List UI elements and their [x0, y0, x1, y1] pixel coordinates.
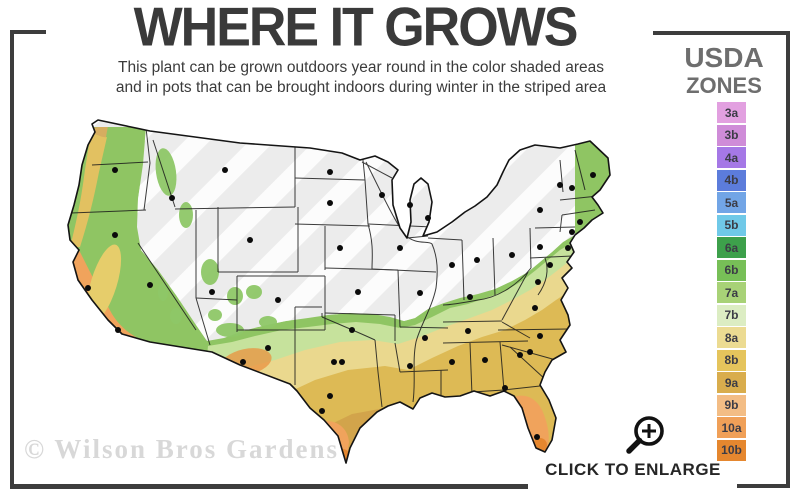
- usda-zone-map[interactable]: [55, 103, 675, 478]
- city-dots: [85, 167, 596, 440]
- zone-swatch-8b: 8b: [717, 349, 746, 371]
- frame-left: [10, 30, 14, 488]
- frame-bottom-left: [10, 484, 528, 489]
- zone-swatch-5b: 5b: [717, 214, 746, 236]
- watermark: © Wilson Bros Gardens: [24, 434, 339, 464]
- zone-swatch-6b: 6b: [717, 259, 746, 281]
- legend-title-zones: ZONES: [686, 73, 762, 98]
- subtitle-line-2: and in pots that can be brought indoors …: [115, 79, 607, 96]
- zone-swatch-3b: 3b: [717, 124, 746, 146]
- state-borders: [70, 127, 599, 408]
- zone-swatch-9b: 9b: [717, 394, 746, 416]
- legend-title: USDA ZONES: [676, 44, 772, 97]
- click-to-enlarge-label[interactable]: CLICK TO ENLARGE: [545, 460, 721, 479]
- subtitle: This plant can be grown outdoors year ro…: [55, 58, 667, 98]
- zone-list: 3a 3b 4a 4b 5a 5b 6a 6b 7a 7b 8a 8b 9a 9b 10a 10b: [717, 102, 746, 462]
- zone-swatch-9a: 9a: [717, 372, 746, 393]
- zone-swatch-7a: 7a: [717, 282, 746, 303]
- zone-swatch-6a: 6a: [717, 237, 746, 258]
- zone-swatch-5a: 5a: [717, 192, 746, 213]
- us-outline: [67, 119, 611, 464]
- us-map-svg: [67, 119, 611, 464]
- frame-right: [786, 31, 790, 488]
- page-title: WHERE IT GROWS: [133, 0, 579, 58]
- subtitle-line-1: This plant can be grown outdoors year ro…: [118, 59, 604, 76]
- frame-top-left: [10, 30, 46, 34]
- zone-swatch-7b: 7b: [717, 304, 746, 326]
- zone-swatch-10a: 10a: [717, 417, 746, 438]
- mountain-green-patches: [155, 148, 277, 337]
- zoom-in-icon[interactable]: [620, 410, 672, 460]
- legend-title-usda: USDA: [684, 42, 764, 73]
- zone-swatch-4b: 4b: [717, 169, 746, 191]
- frame-bottom-right: [737, 484, 790, 488]
- zone-swatch-3a: 3a: [717, 102, 746, 123]
- zone-swatch-10b: 10b: [717, 439, 746, 461]
- frame-top-right: [653, 31, 790, 35]
- zone-swatch-8a: 8a: [717, 327, 746, 348]
- zone-swatch-4a: 4a: [717, 147, 746, 168]
